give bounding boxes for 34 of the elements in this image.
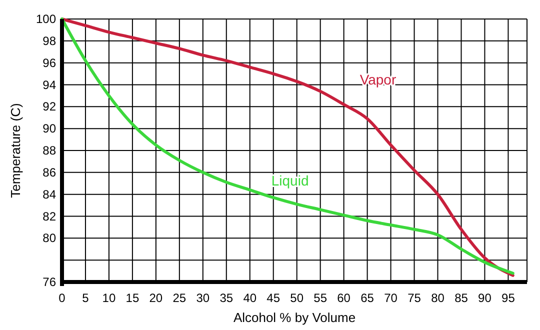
x-tick-label: 15 [126, 291, 140, 305]
x-tick-label: 5 [82, 291, 90, 305]
y-tick-label: 90 [42, 122, 56, 136]
y-tick-label: 86 [42, 165, 56, 180]
y-tick-label: 94 [42, 78, 56, 92]
x-tick-label: 60 [337, 291, 351, 305]
x-tick-label: 10 [102, 291, 116, 305]
x-tick-label: 55 [314, 291, 328, 305]
x-tick-label: 50 [290, 291, 304, 305]
x-tick-label: 70 [384, 291, 398, 305]
x-tick-label: 45 [266, 291, 280, 305]
y-tick-label: 92 [42, 100, 56, 114]
y-tick-label: 76 [42, 275, 56, 289]
x-tick-label: 75 [408, 291, 422, 305]
y-tick-label: 82 [42, 209, 56, 224]
x-tick-label: 20 [149, 291, 163, 305]
x-tick-label: 85 [454, 291, 468, 305]
y-axis-title: Temperature (C) [8, 103, 23, 198]
y-tick-label: 98 [42, 34, 56, 48]
x-tick-label: 35 [220, 291, 234, 305]
y-tick-label: 80 [42, 231, 56, 246]
y-tick-label: 96 [42, 56, 56, 70]
x-tick-label: 65 [360, 291, 374, 305]
x-axis-title: Alcohol % by Volume [233, 310, 356, 325]
x-tick-label: 80 [431, 291, 445, 305]
x-tick-label: 0 [58, 291, 66, 305]
y-tick-label: 84 [42, 187, 56, 202]
x-tick-label: 30 [196, 291, 210, 305]
y-tick-label: 88 [42, 144, 56, 158]
x-tick-label: 95 [502, 291, 516, 305]
x-tick-label: 90 [478, 291, 492, 305]
y-tick-label: 100 [36, 12, 56, 26]
x-tick-label: 40 [243, 291, 257, 305]
x-tick-label: 25 [172, 291, 186, 305]
